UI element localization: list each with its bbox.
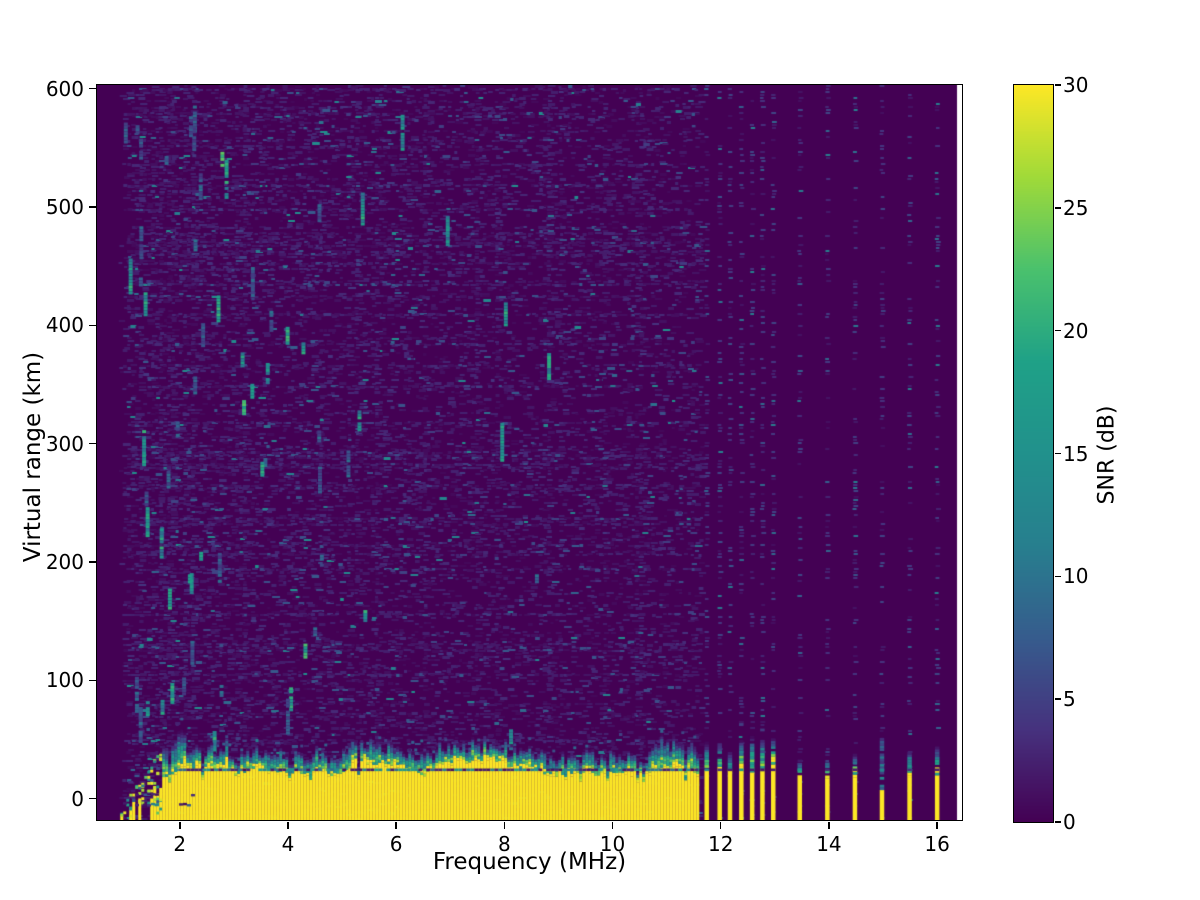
colorbar-tick-mark (1054, 698, 1061, 700)
colorbar-tick-mark (1054, 821, 1061, 823)
x-tick-mark (179, 821, 181, 829)
colorbar-tick-label: 10 (1063, 564, 1089, 589)
x-tick-label: 8 (497, 832, 511, 856)
x-tick-label: 6 (389, 832, 403, 856)
x-tick-label: 2 (173, 832, 187, 856)
y-tick-label: 0 (71, 786, 84, 811)
x-tick-label: 12 (707, 832, 734, 856)
colorbar-tick-label: 25 (1063, 195, 1089, 220)
y-tick-label: 200 (45, 549, 84, 574)
x-tick-mark (395, 821, 397, 829)
y-tick-label: 500 (45, 194, 84, 219)
y-tick-mark (88, 206, 96, 208)
x-tick-label: 10 (599, 832, 626, 856)
y-tick-label: 600 (45, 76, 84, 101)
colorbar-tick-mark (1054, 575, 1061, 578)
y-tick-mark (88, 679, 96, 682)
y-tick-label: 300 (45, 431, 84, 456)
x-tick-mark (828, 821, 830, 829)
colorbar-tick-label: 5 (1063, 687, 1076, 712)
colorbar-tick-mark (1054, 207, 1061, 209)
y-tick-mark (88, 797, 96, 800)
y-tick-mark (88, 87, 96, 90)
x-tick-mark (503, 821, 506, 829)
y-tick-label: 400 (45, 313, 84, 338)
y-axis-label: Virtual range (km) (20, 351, 46, 563)
y-tick-mark (88, 324, 96, 327)
x-tick-mark (719, 821, 722, 829)
colorbar-tick-label: 0 (1063, 810, 1076, 834)
ionogram-heatmap-canvas (97, 85, 962, 820)
colorbar-tick-mark (1054, 452, 1061, 455)
x-tick-mark (611, 821, 614, 829)
x-tick-mark (936, 821, 938, 829)
colorbar-tick-label: 15 (1063, 441, 1089, 466)
colorbar-gradient (1014, 85, 1053, 822)
x-tick-label: 16 (924, 832, 950, 856)
x-tick-label: 14 (816, 832, 842, 856)
colorbar-tick-label: 20 (1063, 318, 1089, 343)
colorbar-tick-label: 30 (1063, 73, 1089, 97)
colorbar-tick-mark (1054, 84, 1061, 86)
x-axis-label: Frequency (MHz) (432, 849, 627, 875)
y-tick-label: 100 (45, 668, 84, 693)
x-tick-mark (287, 821, 289, 829)
y-tick-mark (88, 442, 96, 445)
colorbar-tick-mark (1054, 329, 1061, 332)
y-tick-mark (88, 561, 96, 563)
x-tick-label: 4 (281, 832, 295, 856)
